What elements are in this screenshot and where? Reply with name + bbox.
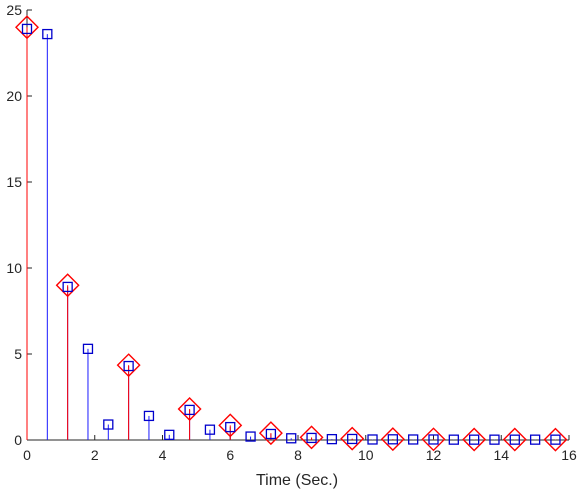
square-marker [21, 23, 33, 35]
square-marker [103, 419, 114, 430]
diamond-marker [502, 427, 527, 452]
square-marker [62, 281, 73, 293]
square-marker [367, 434, 378, 445]
x-tick-label: 14 [493, 447, 509, 463]
square-marker [509, 434, 520, 445]
x-tick-label: 16 [561, 447, 577, 463]
diamond-marker [380, 427, 405, 452]
square-marker [286, 433, 297, 444]
square-marker [468, 434, 480, 445]
x-tick-label: 0 [23, 447, 31, 463]
x-tick-label: 4 [159, 447, 167, 463]
square-marker [143, 410, 155, 422]
square-marker [42, 28, 53, 40]
square-marker [428, 434, 439, 445]
markers [15, 15, 568, 452]
square-marker [408, 434, 419, 445]
diamond-marker [340, 426, 365, 451]
square-marker [347, 433, 358, 445]
square-marker [265, 428, 277, 440]
x-tick-label: 10 [358, 447, 374, 463]
diamond-marker [15, 15, 39, 40]
square-marker [448, 434, 459, 445]
square-marker [245, 431, 256, 442]
x-tick-label: 12 [426, 447, 442, 463]
diamond-marker [177, 397, 202, 422]
diamond-marker [421, 427, 446, 452]
square-marker [489, 434, 500, 445]
stems [26, 27, 556, 440]
square-marker [123, 360, 134, 372]
diamond-marker [116, 353, 141, 378]
x-axis-label: Time (Sec.) [256, 472, 338, 489]
diamond-marker [218, 413, 243, 438]
diamond-marker [258, 421, 283, 446]
axes: 0 2 4 6 8 10 12 14 16 0 5 10 15 20 25 [6, 2, 577, 463]
square-marker [204, 424, 216, 435]
square-marker [164, 429, 175, 440]
x-tick-label: 8 [294, 447, 302, 463]
square-marker [529, 434, 541, 445]
diamond-marker [299, 425, 324, 450]
square-marker [387, 434, 399, 445]
diamond-marker [543, 427, 568, 452]
x-tick-label: 2 [91, 447, 99, 463]
square-marker [184, 404, 195, 416]
y-tick-label: 10 [6, 260, 22, 276]
y-tick-label: 0 [14, 432, 22, 448]
square-marker [550, 434, 561, 445]
square-marker [326, 433, 338, 445]
square-marker [82, 343, 94, 354]
x-tick-label: 6 [226, 447, 234, 463]
diamond-marker [55, 273, 80, 298]
y-tick-label: 15 [6, 174, 22, 190]
diamond-marker [462, 427, 487, 452]
y-tick-label: 20 [6, 88, 22, 104]
y-tick-label: 5 [14, 346, 22, 362]
y-tick-label: 25 [6, 2, 22, 18]
square-marker [225, 421, 236, 433]
square-marker [306, 432, 317, 444]
